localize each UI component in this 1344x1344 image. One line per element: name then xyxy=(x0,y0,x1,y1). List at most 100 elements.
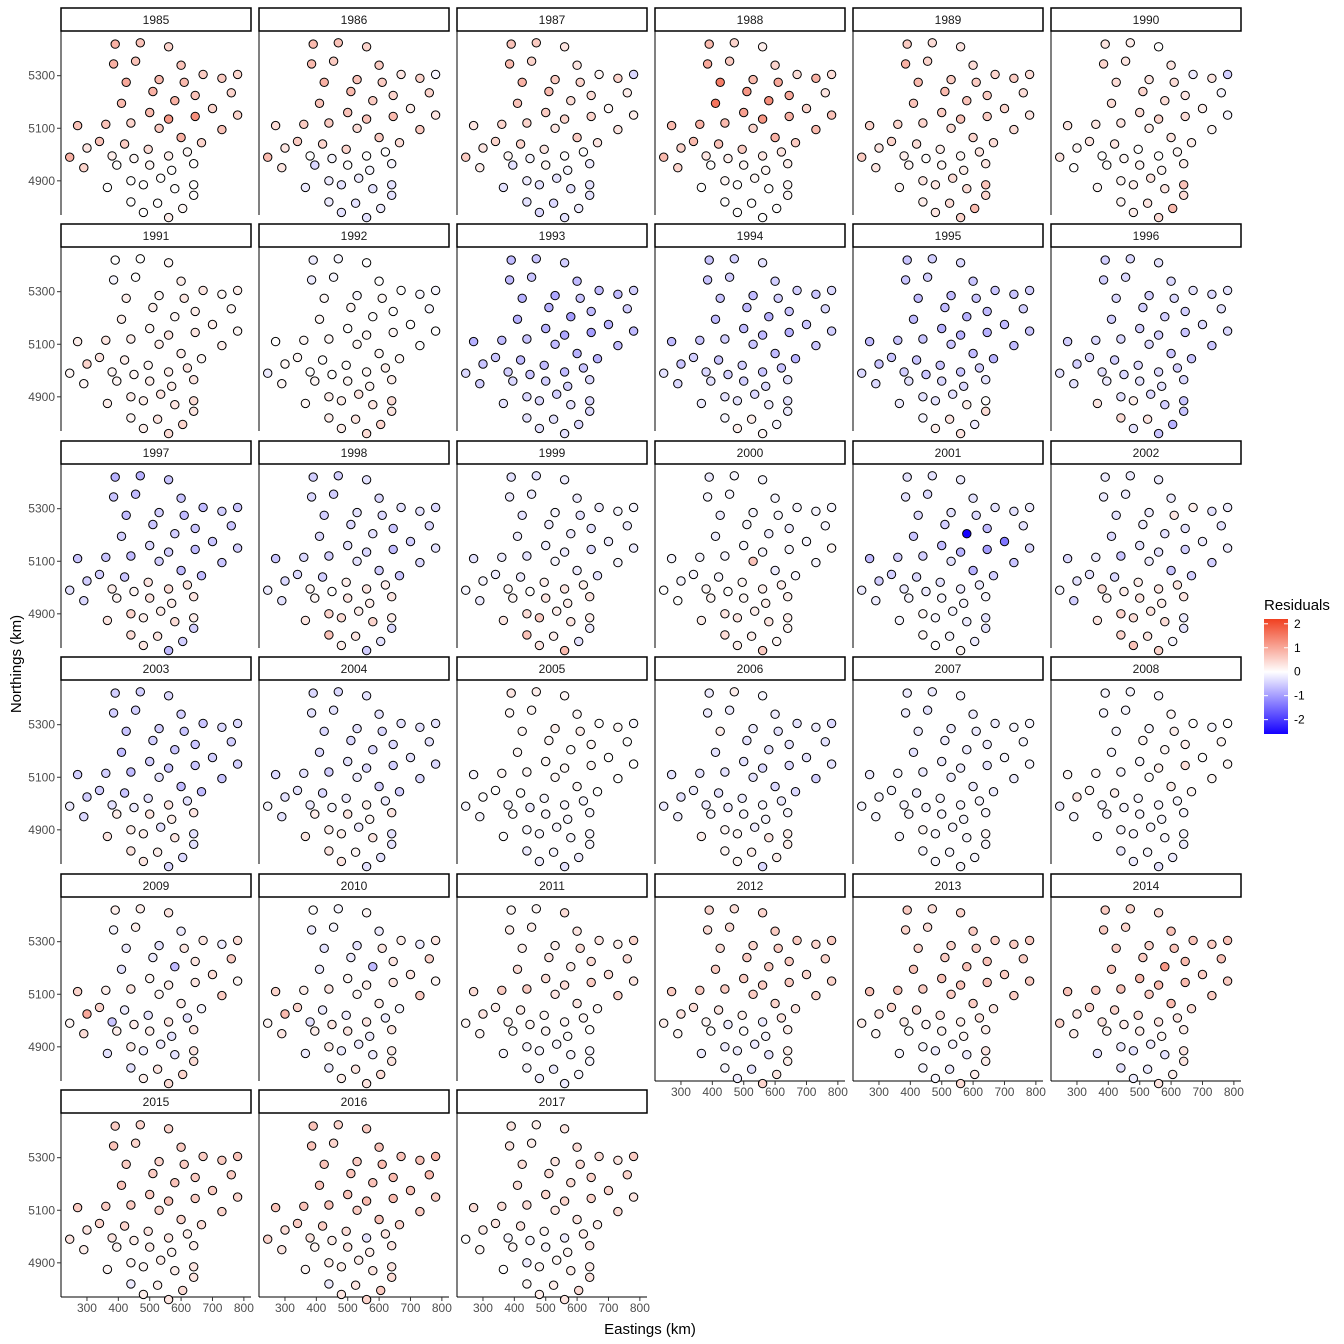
station-point xyxy=(198,1151,208,1162)
station-point xyxy=(594,285,604,296)
station-point xyxy=(129,1235,139,1246)
station-point xyxy=(927,254,937,264)
station-point xyxy=(541,107,551,118)
station-point xyxy=(622,88,632,98)
station-point xyxy=(138,1073,149,1084)
station-point xyxy=(324,1200,334,1210)
station-point xyxy=(1222,285,1233,296)
station-point xyxy=(1106,747,1117,757)
station-point xyxy=(319,943,329,953)
station-point xyxy=(361,367,372,377)
station-point xyxy=(374,565,384,576)
station-point xyxy=(522,1063,532,1073)
station-point xyxy=(772,852,782,863)
station-point xyxy=(324,176,334,186)
station-point xyxy=(968,493,978,503)
station-point xyxy=(541,809,551,819)
station-point xyxy=(1098,275,1109,285)
station-point xyxy=(559,691,570,701)
station-point xyxy=(430,759,441,769)
station-point xyxy=(757,330,768,340)
station-point xyxy=(336,1046,347,1056)
station-point xyxy=(594,502,604,513)
station-point xyxy=(748,74,758,85)
station-point xyxy=(1144,772,1154,782)
station-point xyxy=(374,60,384,70)
station-point xyxy=(801,969,812,980)
station-point xyxy=(737,144,747,155)
x-tick-label: 400 xyxy=(702,1085,722,1099)
station-point xyxy=(478,576,488,586)
station-point xyxy=(130,489,141,499)
facet-panel-2004: 2004 xyxy=(258,656,450,872)
station-point xyxy=(982,327,992,338)
station-point xyxy=(343,323,353,334)
station-point xyxy=(280,1009,290,1019)
station-point xyxy=(927,687,937,697)
station-point xyxy=(559,861,570,872)
station-point xyxy=(415,557,425,568)
station-point xyxy=(280,1225,290,1235)
station-point xyxy=(886,352,897,363)
station-point xyxy=(170,96,180,106)
station-point xyxy=(801,752,812,763)
station-point xyxy=(1128,829,1139,839)
station-point xyxy=(585,1262,595,1272)
station-point xyxy=(550,940,560,951)
station-point xyxy=(522,630,532,640)
station-point xyxy=(935,144,945,155)
station-point xyxy=(154,123,164,134)
station-point xyxy=(361,908,372,918)
station-point xyxy=(720,413,730,423)
station-point xyxy=(110,688,120,698)
station-point xyxy=(899,800,909,810)
station-point xyxy=(1098,925,1109,935)
station-point xyxy=(319,77,329,88)
station-point xyxy=(361,861,372,872)
x-tick-label: 600 xyxy=(1161,1085,1181,1099)
station-point xyxy=(365,598,375,608)
station-point xyxy=(1072,359,1082,369)
station-point xyxy=(918,413,928,423)
station-point xyxy=(534,640,545,651)
station-point xyxy=(732,207,743,218)
station-point xyxy=(387,1046,397,1056)
station-point xyxy=(305,800,315,810)
facet-strip xyxy=(258,223,450,248)
station-point xyxy=(305,367,315,377)
station-point xyxy=(594,1151,604,1162)
station-point xyxy=(531,687,541,697)
station-point xyxy=(512,531,523,541)
station-point xyxy=(585,1056,595,1067)
station-point xyxy=(659,152,669,162)
station-point xyxy=(918,609,928,619)
station-point xyxy=(126,197,136,207)
station-point xyxy=(1188,718,1198,729)
station-point xyxy=(156,822,166,832)
station-point xyxy=(343,1026,353,1036)
x-tick-label: 700 xyxy=(994,1085,1014,1099)
station-point xyxy=(461,152,471,162)
station-point xyxy=(138,1046,149,1056)
station-point xyxy=(145,756,155,767)
station-point xyxy=(575,293,585,303)
station-point xyxy=(1116,1063,1126,1073)
station-point xyxy=(525,586,535,597)
station-point xyxy=(902,472,912,482)
station-point xyxy=(156,1255,166,1265)
station-point xyxy=(559,763,570,773)
station-point xyxy=(107,800,117,810)
station-point xyxy=(666,336,677,347)
station-point xyxy=(504,492,515,502)
station-point xyxy=(922,922,933,932)
station-point xyxy=(999,969,1010,980)
station-point xyxy=(974,580,985,590)
station-point xyxy=(594,718,604,729)
station-point xyxy=(405,1185,416,1196)
station-point xyxy=(116,964,127,974)
station-point xyxy=(1180,739,1190,750)
station-point xyxy=(1072,576,1082,586)
station-point xyxy=(955,547,966,557)
facet-strip xyxy=(852,656,1044,681)
